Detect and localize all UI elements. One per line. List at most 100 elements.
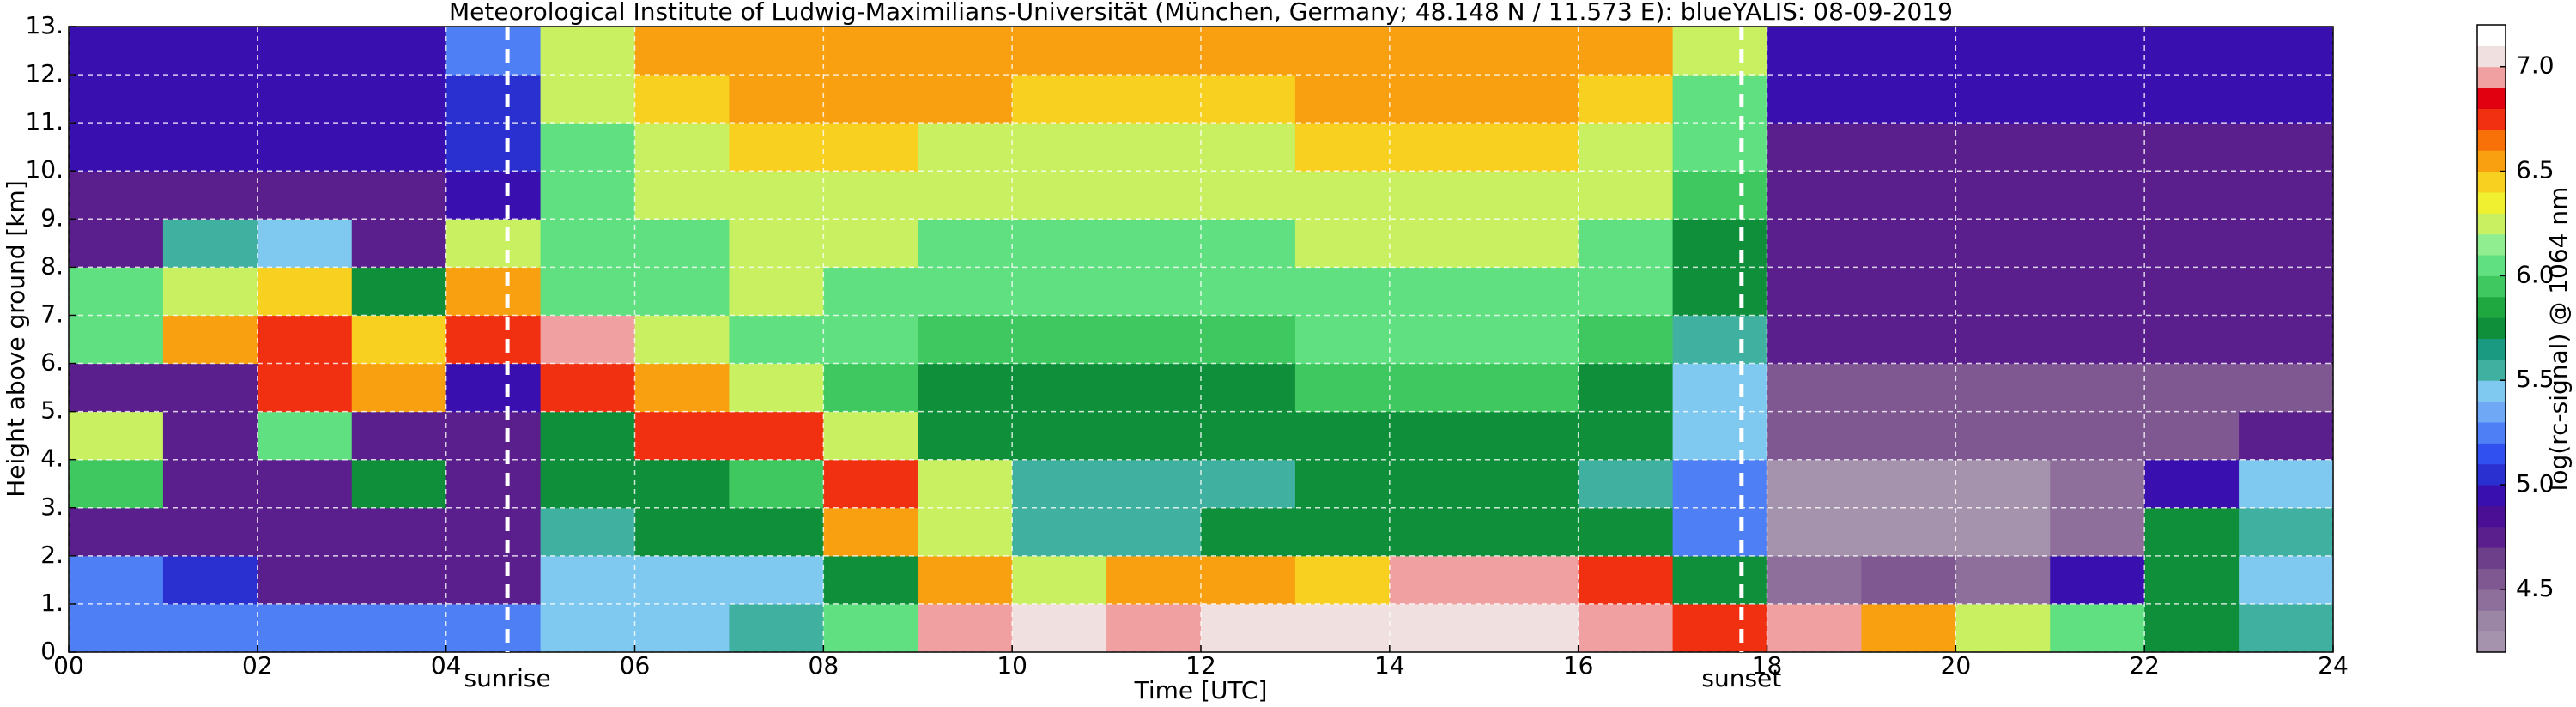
heatmap-cell — [1389, 315, 1485, 365]
heatmap-cell — [351, 507, 447, 557]
heatmap-cell — [1955, 75, 2051, 124]
heatmap-cell — [2144, 459, 2240, 509]
x-tick-label: 08 — [809, 651, 839, 680]
heatmap-cell — [445, 219, 542, 268]
heatmap-cell — [1106, 411, 1202, 461]
heatmap-cell — [1578, 363, 1674, 413]
heatmap-cell — [1012, 603, 1107, 653]
heatmap-cell — [1578, 171, 1674, 220]
heatmap-cell — [634, 27, 730, 76]
heatmap-cell — [2144, 219, 2240, 268]
heatmap-cell — [1767, 555, 1862, 605]
heatmap-cell — [1012, 27, 1107, 76]
heatmap-cell — [540, 27, 635, 76]
heatmap-cell — [823, 75, 918, 124]
heatmap-cell — [1294, 315, 1391, 365]
heatmap-cell — [1012, 555, 1107, 605]
heatmap-cell — [162, 75, 258, 124]
heatmap-cell — [445, 315, 542, 365]
y-tick-label: 11. — [25, 107, 64, 136]
heatmap-cell — [1012, 363, 1107, 413]
heatmap-cell — [2144, 555, 2240, 605]
colorbar-band — [2477, 359, 2506, 381]
heatmap-cell — [1012, 411, 1107, 461]
heatmap-cell — [2239, 363, 2334, 413]
heatmap-cell — [1767, 363, 1862, 413]
heatmap-cell — [1578, 459, 1674, 509]
colorbar-band — [2477, 589, 2506, 611]
heatmap-cell — [351, 459, 447, 509]
colorbar-band — [2477, 171, 2506, 193]
heatmap-cell — [1861, 507, 1956, 557]
colorbar-band — [2477, 568, 2506, 590]
heatmap-cell — [445, 363, 542, 413]
heatmap-cell — [1861, 315, 1956, 365]
heatmap-cell — [540, 75, 635, 124]
colorbar-band — [2477, 610, 2506, 632]
heatmap-cell — [2239, 459, 2334, 509]
heatmap-cell — [69, 171, 164, 220]
heatmap-cell — [162, 315, 258, 365]
heatmap-cell — [1389, 411, 1485, 461]
heatmap-cell — [918, 363, 1013, 413]
colorbar-tick-label: 6.5 — [2516, 156, 2555, 184]
heatmap-cell — [540, 267, 635, 316]
y-tick-label: 5. — [40, 396, 64, 425]
heatmap-cell — [2144, 507, 2240, 557]
heatmap-cell — [918, 171, 1013, 220]
heatmap-cell — [1955, 507, 2051, 557]
heatmap-cell — [1294, 171, 1391, 220]
heatmap-cell — [162, 363, 258, 413]
heatmap-cell — [2144, 315, 2240, 365]
y-tick-label: 12. — [25, 59, 64, 88]
heatmap-cell — [1767, 315, 1862, 365]
heatmap-cell — [1483, 363, 1579, 413]
heatmap-cell — [1955, 603, 2051, 653]
heatmap-cell — [1578, 219, 1674, 268]
colorbar-tick-label: 7.0 — [2516, 51, 2555, 80]
heatmap-cell — [918, 459, 1013, 509]
y-tick-label: 3. — [40, 492, 64, 521]
y-tick-label: 8. — [40, 251, 64, 280]
heatmap-cell — [540, 603, 635, 653]
heatmap-cell — [540, 219, 635, 268]
heatmap-cell — [1767, 267, 1862, 316]
heatmap-cell — [1294, 363, 1391, 413]
heatmap-cell — [257, 507, 353, 557]
heatmap-cell — [729, 555, 824, 605]
heatmap-cell — [1106, 75, 1202, 124]
heatmap-cell — [823, 411, 918, 461]
heatmap-cell — [634, 363, 730, 413]
x-tick-label: 06 — [620, 651, 651, 680]
heatmap-cell — [1201, 555, 1296, 605]
heatmap-cell — [2239, 267, 2334, 316]
heatmap-cell — [1012, 171, 1107, 220]
heatmap-cell — [162, 267, 258, 316]
heatmap-cell — [1201, 315, 1296, 365]
heatmap-cell — [257, 315, 353, 365]
heatmap-cell — [445, 507, 542, 557]
heatmap-cell — [445, 123, 542, 172]
heatmap-cell — [1389, 267, 1485, 316]
heatmap-cell — [540, 315, 635, 365]
heatmap-cell — [1861, 363, 1956, 413]
y-tick-label: 6. — [40, 348, 64, 377]
heatmap-cell — [1294, 219, 1391, 268]
heatmap-cell — [1861, 555, 1956, 605]
heatmap-cell — [2144, 603, 2240, 653]
colorbar-band — [2477, 191, 2506, 214]
heatmap-cell — [1672, 267, 1767, 316]
heatmap-cell — [2050, 219, 2145, 268]
heatmap-cell — [1483, 171, 1579, 220]
heatmap-cell — [351, 267, 447, 316]
heatmap-cell — [1672, 315, 1767, 365]
heatmap-cell — [1106, 315, 1202, 365]
heatmap-cell — [1389, 75, 1485, 124]
heatmap-cell — [1012, 75, 1107, 124]
heatmap-cell — [1767, 75, 1862, 124]
heatmap-cell — [1294, 555, 1391, 605]
heatmap-cell — [1578, 507, 1674, 557]
heatmap-cell — [69, 27, 164, 76]
heatmap-cell — [1483, 411, 1579, 461]
